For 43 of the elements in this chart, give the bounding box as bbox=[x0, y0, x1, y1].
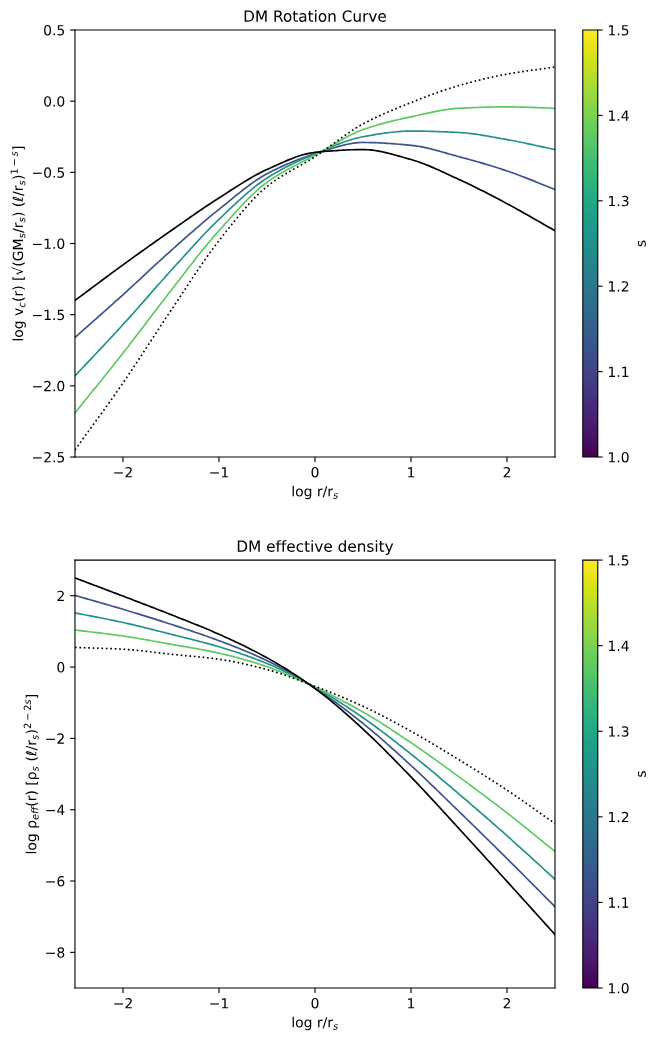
x-tick-label: −2 bbox=[114, 997, 132, 1009]
x-tick-label: −2 bbox=[114, 466, 132, 478]
color-bar-label: 1.4 bbox=[609, 640, 629, 651]
y-tick-label: 0.0 bbox=[44, 96, 65, 107]
y-tick-label: −1.5 bbox=[33, 309, 65, 321]
y-tick-label: 2 bbox=[57, 590, 64, 602]
y-tick-label: −0.5 bbox=[33, 167, 65, 178]
y-tick-label: 0.5 bbox=[44, 24, 65, 36]
x-axis-title: log r/r$_{s}$ bbox=[292, 1016, 338, 1031]
y-tick-label: −8 bbox=[46, 947, 65, 958]
color-bar-label: 1.5 bbox=[609, 555, 629, 566]
y-tick-label: −2.5 bbox=[33, 451, 65, 463]
text: log ρ$_{eff}$(r) [ρ$_{s}$ (ℓ/r$_{s}$)$^{2−2s}$] bbox=[23, 694, 40, 854]
y-tick-label: −6 bbox=[46, 876, 65, 887]
color-bar-label: 1.1 bbox=[609, 366, 629, 377]
color-bar-label: 1.3 bbox=[609, 726, 629, 737]
color-bar-title: s bbox=[637, 771, 646, 777]
x-tick-label: 2 bbox=[503, 997, 511, 1009]
color-bar-label: 1.4 bbox=[609, 110, 629, 121]
color-bar-label: 1.0 bbox=[609, 451, 629, 463]
x-tick-label: 0 bbox=[311, 997, 319, 1009]
chart-title: DM effective density bbox=[237, 540, 394, 555]
x-tick-label: −1 bbox=[210, 998, 228, 1009]
x-tick-label: −1 bbox=[210, 467, 228, 478]
x-tick-label: 1 bbox=[408, 998, 415, 1009]
x-tick-label: 0 bbox=[311, 466, 319, 478]
color-bar-title: s bbox=[637, 240, 646, 247]
y-tick-label: −2 bbox=[46, 733, 64, 744]
chart-title: DM Rotation Curve bbox=[244, 10, 386, 22]
y-tick-label: 0 bbox=[57, 662, 65, 673]
y-tick-label: −1.0 bbox=[33, 238, 65, 249]
y-tick-label: −2.0 bbox=[33, 380, 65, 392]
color-bar-label: 1.2 bbox=[609, 811, 629, 823]
x-tick-label: 1 bbox=[408, 467, 415, 478]
color-bar-label: 1.5 bbox=[609, 25, 629, 36]
color-bar-label: 1.1 bbox=[609, 897, 629, 908]
color-bar-label: 1.0 bbox=[609, 982, 629, 994]
color-bar-label: 1.3 bbox=[609, 195, 629, 207]
y-tick-label: −4 bbox=[46, 804, 65, 815]
x-tick-label: 2 bbox=[503, 466, 511, 478]
color-bar-label: 1.2 bbox=[609, 281, 629, 292]
x-axis-title: log r/r$_{s}$ bbox=[292, 485, 338, 500]
text: log v$_{c}$(r) [√(GM$_{s}$/r$_{s}$) (ℓ/r$_{s}$)$^{1−s}$] bbox=[10, 146, 26, 341]
